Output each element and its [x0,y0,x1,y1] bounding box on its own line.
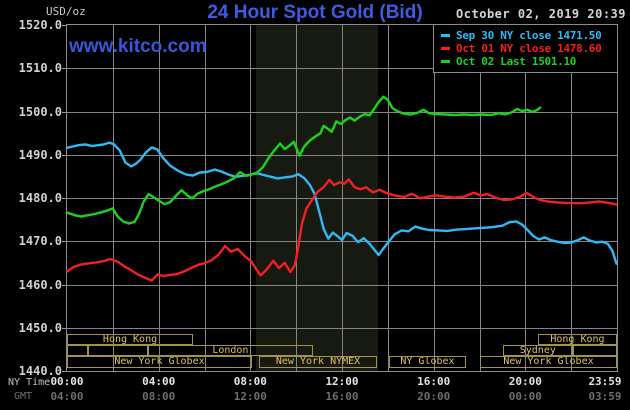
x-gridline [571,25,573,371]
x-gridline [296,25,298,371]
gmt-tick-label: 20:00 [417,390,451,403]
legend-item: Oct 01 NY close 1478.60 [434,42,617,55]
ny-time-tick-label: 12:00 [325,375,359,388]
y-tick-mark [62,327,66,329]
session-box-new-york-globex: New York Globex [479,356,617,368]
legend-item-label: Sep 30 NY close 1471.50 [456,29,602,42]
legend: Sep 30 NY close 1471.50 Oct 01 NY close 1… [433,25,617,73]
legend-item: Sep 30 NY close 1471.50 [434,29,617,42]
session-box-sydney: Sydney [502,345,573,356]
ny-time-tick-label: 00:00 [50,375,84,388]
session-box-new-york-nymex: New York NYMEX [259,356,378,368]
y-tick-label: 1470.0 [18,234,62,249]
y-tick-label: 1450.0 [18,320,62,335]
ny-time-tick-label: 04:00 [142,375,176,388]
y-tick-label: 1500.0 [18,104,62,119]
session-box-ny-globex: NY Globex [388,356,466,368]
y-tick-label: 1440.0 [18,364,62,378]
y-axis-units-label: USD/oz [46,5,86,18]
legend-item: Oct 02 Last 1501.10 [434,55,617,68]
y-tick-label: 1480.0 [18,191,62,205]
x-gridline [433,25,435,371]
x-gridline [387,25,389,371]
legend-dash-icon [441,60,450,63]
x-gridline [479,25,481,371]
session-box-hong-kong: Hong Kong [537,334,617,345]
y-tick-label: 1520.0 [18,18,62,32]
legend-item-label: Oct 02 Last 1501.10 [456,55,577,68]
ny-time-tick-label: 08:00 [233,375,267,388]
gmt-tick-label: 08:00 [142,390,176,403]
legend-dash-icon [441,34,450,37]
legend-dash-icon [441,47,450,50]
x-gridline [158,25,160,371]
y-tick-mark [62,198,66,199]
session-box-hong-kong: Hong Kong [67,334,194,345]
gmt-tick-label: 04:00 [50,390,84,403]
session-box [88,345,148,356]
plot-area [66,24,618,372]
x-gridline [204,25,206,371]
y-tick-mark [62,241,66,243]
session-box-new-york-globex: New York Globex [67,356,252,368]
chart-title: 24 Hour Spot Gold (Bid) [207,2,423,23]
gmt-tick-label: 16:00 [325,390,359,403]
y-tick-mark [62,25,66,26]
y-tick-mark [62,371,66,372]
x-gridline [250,25,252,371]
ny-time-axis-label: NY Time [8,377,51,388]
gmt-axis-label: GMT [14,391,33,402]
datetime-label: October 02, 2019 20:39 [456,7,626,21]
x-gridline [112,25,114,371]
legend-item-label: Oct 01 NY close 1478.60 [456,42,602,55]
y-tick-mark [62,111,66,113]
x-gridline [525,25,527,371]
session-box [67,345,89,356]
y-tick-mark [62,68,66,70]
ny-time-tick-label: 16:00 [417,375,451,388]
x-gridline [342,25,343,371]
y-tick-mark [62,284,66,286]
gmt-tick-label: 12:00 [233,390,267,403]
y-tick-label: 1510.0 [18,61,62,76]
kitco-watermark-link[interactable]: www.kitco.com [69,36,207,57]
ny-time-tick-label: 20:00 [508,375,542,388]
gmt-tick-label: 00:00 [508,390,542,403]
y-tick-label: 1460.0 [18,277,62,292]
y-tick-label: 1490.0 [18,147,62,162]
session-box-london: London [147,345,313,356]
session-box [572,345,617,356]
ny-time-tick-label: 23:59 [588,375,622,388]
y-tick-mark [62,154,66,156]
gmt-tick-label: 03:59 [588,390,622,403]
